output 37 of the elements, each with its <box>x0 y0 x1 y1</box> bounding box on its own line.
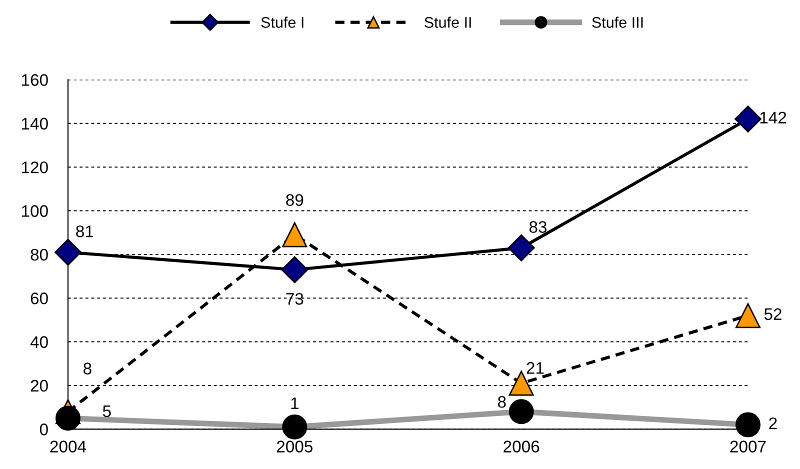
point <box>508 234 535 262</box>
legend-label: Stufe I <box>261 16 304 28</box>
legend-label: Stufe III <box>592 16 643 28</box>
y-tick-label: 140 <box>22 118 48 130</box>
data-label: 81 <box>76 225 94 238</box>
point <box>736 412 760 438</box>
y-tick-label: 20 <box>30 380 48 392</box>
y-tick-label: 160 <box>22 74 48 86</box>
data-label: 89 <box>286 194 304 206</box>
data-label: 52 <box>764 308 782 320</box>
data-label: 142 <box>760 112 786 124</box>
y-tick-label: 80 <box>30 248 48 261</box>
point <box>508 399 534 424</box>
x-tick-label: 2005 <box>276 440 313 452</box>
data-label: 8 <box>84 362 92 374</box>
point <box>736 303 760 328</box>
data-label: 73 <box>286 292 304 305</box>
data-label: 83 <box>529 221 547 233</box>
point <box>282 414 308 440</box>
data-label: 1 <box>291 398 298 410</box>
y-tick-label: 0 <box>40 424 48 436</box>
point <box>281 256 308 284</box>
x-tick-label: 2004 <box>50 440 86 452</box>
point <box>734 106 762 132</box>
legend-label: Stufe II <box>424 16 471 28</box>
point <box>282 222 308 248</box>
data-label: 2 <box>769 417 777 430</box>
data-label: 5 <box>102 406 111 418</box>
y-tick-label: 120 <box>22 161 48 174</box>
point <box>54 238 82 266</box>
y-tick-label: 60 <box>30 292 48 304</box>
data-label: 21 <box>526 362 544 374</box>
y-tick-label: 40 <box>30 336 48 348</box>
x-tick-label: 2006 <box>504 440 540 452</box>
y-tick-label: 100 <box>22 205 48 217</box>
data-label: 8 <box>498 396 506 408</box>
x-tick-label: 2007 <box>730 440 766 452</box>
